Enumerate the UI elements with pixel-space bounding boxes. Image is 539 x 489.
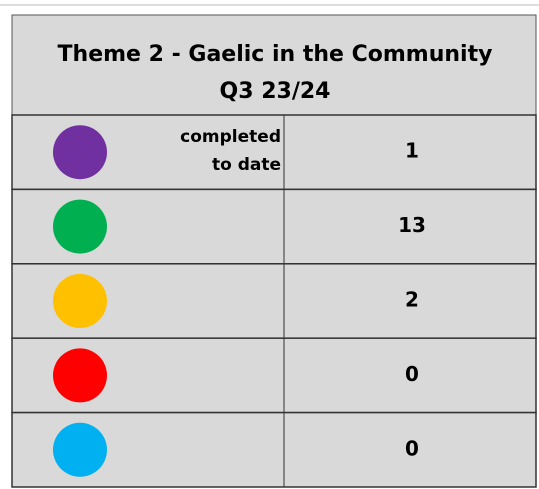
subtitle: Q3 23/24 bbox=[220, 79, 331, 104]
count: 13 bbox=[398, 213, 426, 237]
count: 0 bbox=[405, 436, 419, 460]
status-dot bbox=[53, 274, 107, 328]
count: 0 bbox=[405, 362, 419, 386]
status-dot bbox=[53, 199, 107, 254]
count: 1 bbox=[405, 139, 419, 163]
status-dot bbox=[53, 422, 107, 477]
count: 2 bbox=[405, 288, 419, 312]
status-dot bbox=[53, 348, 107, 403]
title: Theme 2 - Gaelic in the Community bbox=[58, 42, 493, 67]
status-dot bbox=[53, 125, 107, 180]
column-label: completed to date bbox=[180, 127, 281, 175]
